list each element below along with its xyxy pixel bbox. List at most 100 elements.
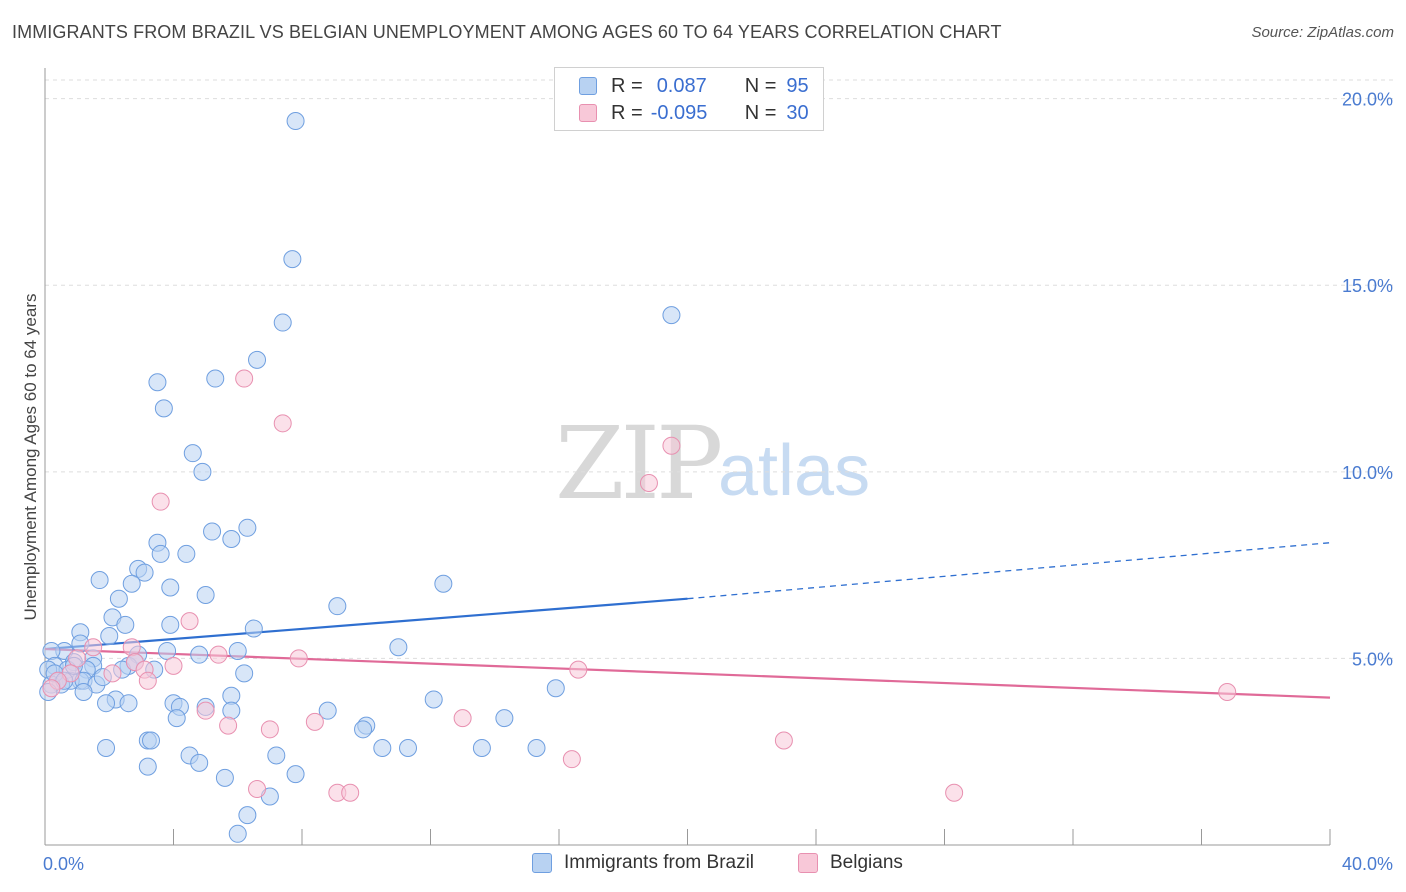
y-tick-label: 20.0%: [1342, 90, 1393, 110]
watermark-atlas: atlas: [718, 431, 871, 511]
point-brazil: [97, 694, 116, 713]
point-brazil: [142, 731, 161, 750]
point-brazil: [527, 738, 546, 757]
point-brazil: [283, 250, 302, 269]
point-brazil: [215, 768, 234, 787]
point-brazil: [119, 694, 138, 713]
legend-r-value: 0.087: [656, 74, 707, 97]
point-brazil: [228, 824, 247, 843]
point-belgians: [1218, 683, 1237, 701]
point-brazil: [228, 641, 247, 660]
correlation-legend: R = 0.087 N = 95 R = -0.095 N = 30: [554, 67, 824, 131]
trend-line-belgians: [44, 647, 1331, 699]
x-tick-label: 0.0%: [43, 854, 84, 874]
point-brazil: [42, 641, 61, 660]
point-belgians: [662, 436, 681, 455]
point-brazil: [267, 746, 286, 765]
point-belgians: [453, 709, 472, 728]
trend-line-brazil-extension: [687, 542, 1331, 600]
point-belgians: [289, 649, 308, 668]
point-brazil: [74, 683, 93, 701]
series-legend-belgians[interactable]: Belgians: [798, 852, 903, 874]
point-brazil: [238, 806, 257, 825]
point-brazil: [434, 574, 453, 593]
legend-n-value: 30: [786, 101, 809, 124]
point-brazil: [154, 399, 173, 418]
point-brazil: [399, 738, 418, 757]
y-tick-label: 15.0%: [1342, 276, 1393, 296]
point-belgians: [945, 783, 964, 802]
point-belgians: [774, 731, 793, 750]
point-belgians: [196, 701, 215, 720]
series-label-brazil: Immigrants from Brazil: [564, 852, 755, 873]
point-brazil: [373, 738, 392, 757]
point-brazil: [161, 578, 180, 597]
point-brazil: [662, 306, 681, 325]
point-belgians: [219, 716, 238, 735]
point-brazil: [109, 589, 128, 608]
point-brazil: [138, 757, 157, 776]
point-brazil: [286, 112, 305, 131]
legend-swatch-brazil: [579, 77, 597, 95]
point-brazil: [472, 738, 491, 757]
point-belgians: [103, 664, 122, 683]
point-brazil: [495, 709, 514, 728]
point-brazil: [97, 738, 116, 757]
legend-r-label: R =: [611, 74, 643, 97]
point-brazil: [318, 701, 337, 720]
point-brazil: [161, 615, 180, 634]
point-brazil: [158, 641, 177, 660]
point-brazil: [167, 709, 186, 728]
axes: [44, 68, 1331, 846]
point-brazil: [424, 690, 443, 709]
point-brazil: [183, 444, 202, 463]
legend-r-label: R =: [611, 101, 643, 124]
point-brazil: [354, 720, 373, 739]
point-belgians: [42, 679, 61, 698]
y-axis-label: Unemployment Among Ages 60 to 64 years: [21, 294, 40, 621]
axis-labels: 5.0% 10.0% 15.0% 20.0% 0.0% 40.0% Unemployment…: [21, 90, 1393, 874]
legend-n-label: N =: [744, 101, 777, 124]
y-tick-label: 5.0%: [1352, 649, 1393, 669]
series-label-belgians: Belgians: [830, 852, 903, 873]
legend-row-belgians: R = -0.095 N = 30: [579, 101, 809, 125]
trend-line-brazil: [44, 597, 688, 651]
point-brazil: [222, 701, 241, 720]
series-swatch-brazil: [532, 853, 552, 873]
point-belgians: [164, 656, 183, 675]
legend-n-label: N =: [744, 74, 777, 97]
point-belgians: [209, 645, 228, 664]
point-brazil: [196, 585, 215, 604]
point-brazil: [238, 518, 257, 537]
point-brazil: [122, 574, 141, 593]
point-belgians: [341, 783, 360, 802]
point-brazil: [328, 597, 347, 616]
point-brazil: [203, 522, 222, 541]
legend-r-value: -0.095: [650, 101, 708, 124]
point-brazil: [286, 765, 305, 784]
point-brazil: [177, 544, 196, 563]
point-belgians: [235, 369, 254, 388]
legend-row-brazil: R = 0.087 N = 95: [579, 74, 809, 98]
series-swatch-belgians: [798, 853, 818, 873]
legend-swatch-belgians: [579, 104, 597, 122]
point-belgians: [138, 671, 157, 690]
point-belgians: [122, 638, 141, 657]
grid-lines: [45, 79, 1395, 659]
point-brazil: [546, 679, 565, 698]
point-brazil: [248, 350, 267, 369]
point-brazil: [135, 563, 154, 582]
point-brazil: [389, 638, 408, 657]
point-belgians: [639, 474, 658, 493]
point-brazil: [244, 619, 263, 638]
point-brazil: [190, 753, 209, 772]
data-points: [39, 112, 1237, 843]
point-brazil: [273, 313, 292, 332]
point-belgians: [260, 720, 279, 739]
point-belgians: [68, 649, 87, 668]
series-legend-brazil[interactable]: Immigrants from Brazil: [532, 852, 754, 874]
watermark-zip: ZIP: [555, 405, 723, 522]
point-brazil: [116, 615, 135, 634]
point-belgians: [305, 712, 324, 731]
